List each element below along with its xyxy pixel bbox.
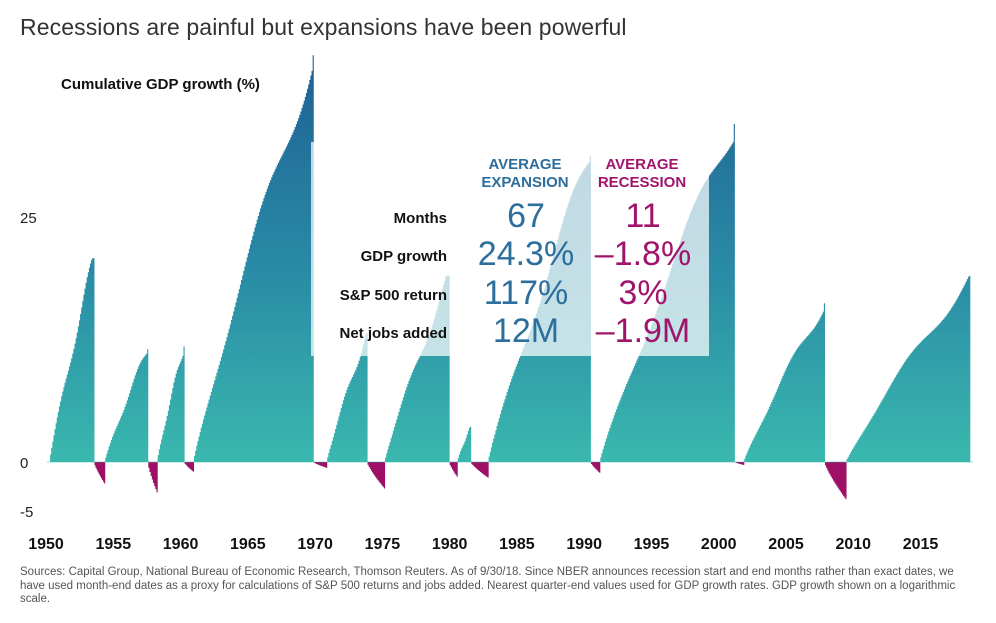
expansion-area-9	[744, 303, 826, 462]
y-axis-label: Cumulative GDP growth (%)	[61, 76, 260, 93]
y-axis: 50%250-5	[20, 210, 37, 521]
x-tick-label: 2000	[701, 536, 737, 553]
source-note: Sources: Capital Group, National Bureau …	[20, 566, 956, 605]
x-tick-label: 1975	[365, 536, 401, 553]
expansion-jobs: 12M	[492, 312, 560, 350]
recession-sp500: 3%	[618, 274, 668, 312]
expansion-sp500: 117%	[483, 274, 569, 312]
x-tick-label: 1965	[230, 536, 266, 553]
page-title: Recessions are painful but expansions ha…	[20, 14, 627, 40]
expansion-area-3	[194, 55, 314, 463]
expansion-area-10	[846, 275, 971, 462]
row-label-months: Months	[393, 210, 447, 227]
recession-jobs: –1.9M	[595, 312, 691, 350]
recession-area-1	[148, 462, 158, 493]
row-label-jobs: Net jobs added	[339, 325, 447, 342]
y-tick-label: -5	[20, 504, 33, 521]
y-tick-label: 25	[20, 210, 37, 227]
x-tick-label: 2005	[768, 536, 804, 553]
y-tick-label: 0	[20, 455, 28, 472]
recession-header: AVERAGE RECESSION	[597, 156, 687, 191]
row-label-sp500: S&P 500 return	[339, 287, 447, 304]
recession-area-2	[184, 462, 195, 472]
recession-area-9	[825, 462, 847, 500]
recession-area-5	[449, 462, 458, 477]
x-tick-label: 2010	[835, 536, 871, 553]
expansion-area-1	[105, 349, 149, 462]
x-tick-label: 1950	[28, 536, 64, 553]
expansion-header: AVERAGE EXPANSION	[481, 156, 569, 191]
stats-panel: AVERAGE EXPANSION AVERAGE RECESSION Mont…	[311, 142, 709, 356]
x-axis: 1950 1955 1960 1965 1970 1975 1980 1985 1990 1995…	[28, 536, 938, 553]
row-label-gdp: GDP growth	[360, 248, 447, 265]
recession-area-8	[734, 462, 745, 465]
recession-area-6	[471, 462, 489, 478]
recession-gdp: –1.8%	[594, 235, 692, 273]
expansion-gdp: 24.3%	[477, 235, 575, 273]
x-tick-label: 1960	[163, 536, 199, 553]
expansion-area-4	[327, 332, 368, 462]
expansion-area-6	[457, 426, 472, 462]
expansion-months: 67	[507, 197, 545, 235]
recession-area-0	[94, 462, 106, 484]
recession-months: 11	[625, 197, 661, 235]
recession-area-3	[313, 462, 328, 468]
x-tick-label: 1970	[297, 536, 333, 553]
x-tick-label: 1995	[634, 536, 670, 553]
x-tick-label: 1955	[96, 536, 132, 553]
x-tick-label: 2015	[903, 536, 939, 553]
x-tick-label: 1990	[566, 536, 602, 553]
x-tick-label: 1980	[432, 536, 468, 553]
x-tick-label: 1985	[499, 536, 535, 553]
expansion-area-0	[50, 258, 95, 462]
recession-area-7	[590, 462, 601, 473]
recession-area-4	[367, 462, 386, 489]
expansion-area-2	[157, 346, 185, 462]
